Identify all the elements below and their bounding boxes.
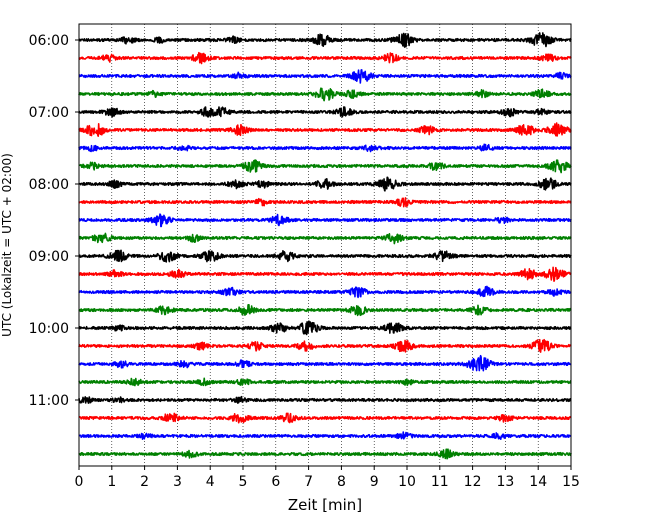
y-axis-label: UTC (Lokalzeit = UTC + 02:00) [0,153,14,337]
x-tick-label-15: 15 [562,474,580,490]
trace-1015 [78,338,572,353]
x-tick-label-4: 4 [206,474,215,490]
trace-1130 [78,431,572,441]
y-axis: 06:00 07:00 08:00 09:00 10:00 11:00 [29,33,79,409]
trace-0845 [78,232,572,245]
trace-0615 [78,51,572,65]
trace-0600 [78,32,572,48]
x-tick-label-12: 12 [464,474,482,490]
x-tick-label-8: 8 [337,474,346,490]
trace-0915 [78,266,572,282]
trace-1030 [78,354,572,372]
x-tick-label-11: 11 [431,474,449,490]
x-tick-label-3: 3 [173,474,182,490]
trace-0730 [78,143,572,153]
trace-0930 [78,285,572,299]
trace-0900 [78,249,572,263]
trace-0630 [78,69,572,84]
trace-1145 [78,448,572,460]
y-tick-label-10:00: 10:00 [29,321,69,337]
trace-0745 [78,159,572,174]
x-tick-label-14: 14 [529,474,547,490]
x-tick-label-2: 2 [140,474,149,490]
x-tick-label-7: 7 [304,474,313,490]
trace-0645 [78,87,572,102]
trace-layer [78,32,572,460]
y-tick-label-08:00: 08:00 [29,177,69,193]
trace-1045 [78,377,572,387]
trace-0945 [78,303,572,317]
trace-0830 [78,213,572,228]
x-tick-label-5: 5 [239,474,248,490]
x-axis-label: Zeit [min] [288,496,362,514]
plot-frame [78,23,572,467]
trace-1000 [78,320,572,336]
x-tick-label-1: 1 [107,474,116,490]
x-tick-label-0: 0 [75,474,84,490]
y-tick-label-07:00: 07:00 [29,105,69,121]
trace-0715 [78,122,572,137]
trace-0700 [78,106,572,118]
trace-1100 [78,395,572,404]
trace-0815 [78,197,572,208]
x-tick-label-13: 13 [496,474,514,490]
x-tick-label-10: 10 [398,474,416,490]
trace-0800 [78,176,572,192]
y-tick-label-09:00: 09:00 [29,249,69,265]
x-axis: 0 1 2 3 4 5 6 7 8 9 10 11 12 13 14 15 [75,466,580,490]
x-tick-label-9: 9 [370,474,379,490]
y-tick-label-11:00: 11:00 [29,393,69,409]
trace-1115 [78,412,572,424]
x-tick-label-6: 6 [271,474,280,490]
y-tick-label-06:00: 06:00 [29,33,69,49]
